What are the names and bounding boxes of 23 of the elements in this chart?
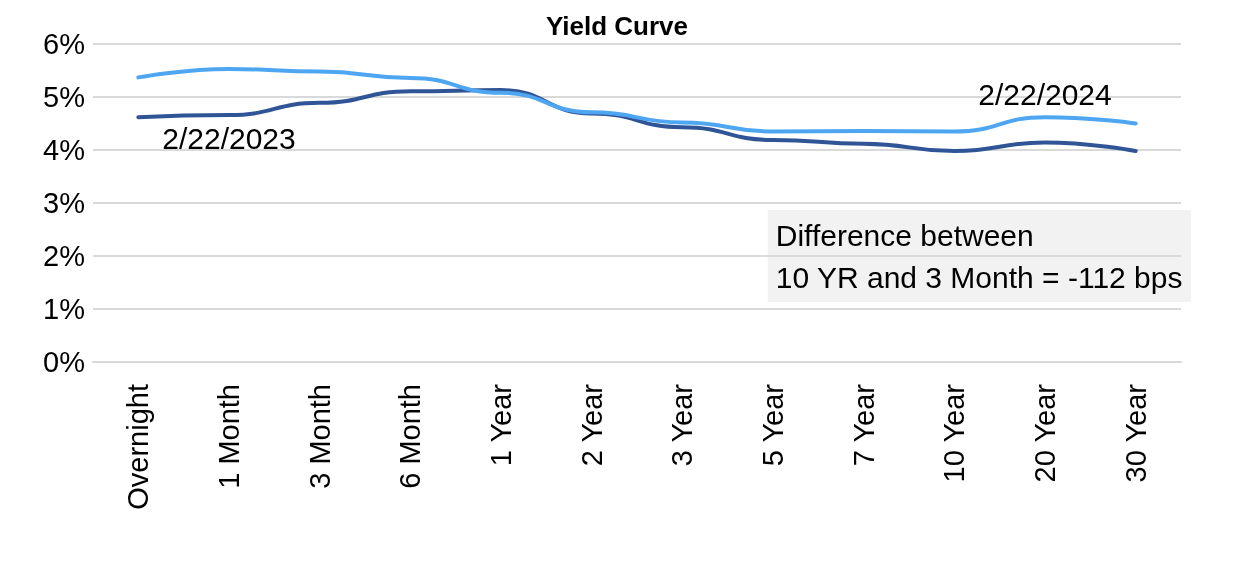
- x-tick-label: 30 Year: [1119, 383, 1152, 483]
- annotation: Difference between 10 YR and 3 Month = -112 bps: [775, 218, 1183, 294]
- y-tick-label: 6%: [43, 28, 85, 60]
- x-tick-label: 6 Month: [394, 384, 427, 489]
- x-tick-label: 2 Year: [575, 383, 608, 467]
- x-tick-label: 20 Year: [1029, 383, 1061, 483]
- x-tick-label: 7 Year: [847, 383, 880, 467]
- x-tick-label: 5 Year: [757, 383, 789, 467]
- y-tick-label: 1%: [43, 293, 85, 325]
- y-tick-label: 4%: [43, 134, 85, 166]
- x-tick-label: Overnight: [122, 384, 155, 510]
- y-tick-label: 0%: [43, 346, 85, 378]
- series-label: 2/22/2023: [162, 121, 296, 155]
- chart-title: Yield Curve: [545, 11, 689, 41]
- x-tick-label: 1 Year: [485, 383, 517, 467]
- y-tick-label: 2%: [43, 240, 85, 272]
- series-label: 2/22/2024: [978, 77, 1112, 111]
- x-tick-label: 3 Month: [303, 384, 336, 489]
- x-tick-label: 3 Year: [666, 383, 699, 467]
- x-tick-label: 1 Month: [213, 384, 245, 489]
- y-tick-label: 3%: [43, 187, 85, 219]
- x-tick-label: 10 Year: [938, 383, 971, 483]
- y-tick-label: 5%: [43, 81, 85, 113]
